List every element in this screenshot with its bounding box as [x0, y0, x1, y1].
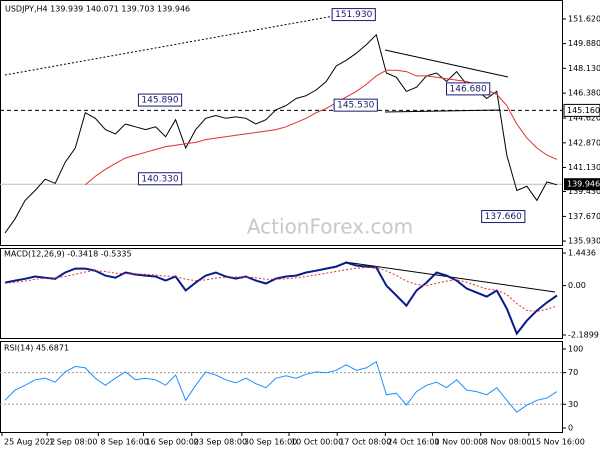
trend-line — [384, 109, 501, 113]
annotation-label: 140.330 — [141, 174, 178, 184]
x-tick-label: 10 Oct 00:00 — [291, 438, 343, 447]
annotation: 140.330 — [137, 172, 183, 186]
annotation: 137.660 — [481, 210, 526, 224]
series-line — [4, 267, 558, 313]
level-label: 145.160 — [567, 106, 600, 115]
macd-panel — [0, 248, 563, 339]
annotation-box — [137, 93, 183, 107]
level-box — [563, 103, 600, 117]
chart-title: USDJPY,H4 139.939 140.071 139.703 139.94… — [5, 5, 190, 14]
series-line — [4, 360, 558, 413]
y-tick-label: 0.00 — [568, 281, 586, 290]
y-tick-label: 30 — [568, 400, 578, 409]
y-tick-label: 148.130 — [568, 64, 600, 73]
annotation-box — [331, 8, 376, 22]
annotation: 145.530 — [333, 98, 378, 112]
y-tick-label: 139.430 — [568, 187, 600, 196]
x-tick-label: 30 Sep 16:00 — [244, 438, 297, 447]
series-line — [4, 261, 558, 336]
annotation: 151.930 — [331, 8, 376, 22]
y-tick-label: 146.380 — [568, 89, 600, 98]
current-price-box — [564, 178, 600, 191]
x-tick-label: 8 Nov 08:00 — [483, 438, 532, 447]
y-tick-label: -2.1899 — [568, 330, 599, 339]
x-tick-label: 8 Sep 16:00 — [100, 438, 148, 447]
trend-line — [4, 13, 346, 76]
series-line — [4, 33, 558, 234]
x-tick-label: 17 Oct 08:00 — [339, 438, 391, 447]
annotation-box — [137, 172, 183, 186]
watermark: ActionForex.com — [247, 215, 413, 239]
annotation-box — [333, 98, 378, 112]
x-tick-label: 25 Aug 2022 — [4, 438, 55, 447]
x-tick-label: 15 Nov 16:00 — [531, 438, 585, 447]
y-tick-label: 142.870 — [568, 138, 600, 147]
annotation-label: 145.530 — [337, 101, 374, 111]
x-tick-label: 16 Sep 00:00 — [146, 438, 199, 447]
trend-line — [384, 49, 509, 78]
x-tick-label: 1 Nov 00:00 — [435, 438, 484, 447]
y-tick-label: 149.880 — [568, 39, 600, 48]
annotation: 145.890 — [137, 93, 183, 107]
y-tick-label: 137.670 — [568, 212, 600, 221]
y-tick-label: 1.4436 — [568, 248, 596, 257]
macd-title: MACD(12,26,9) -0.3418 -0.5335 — [4, 250, 132, 259]
y-tick-label: 70 — [568, 368, 578, 377]
current-price-label: 139.946 — [567, 180, 600, 189]
y-tick-label: 141.130 — [568, 163, 600, 172]
y-tick-label: 135.930 — [568, 237, 600, 246]
x-tick-label: 1 Sep 08:00 — [49, 438, 97, 447]
y-tick-label: 151.620 — [568, 14, 600, 23]
x-tick-label: 23 Sep 08:00 — [194, 438, 247, 447]
rsi-title: RSI(14) 45.6871 — [4, 344, 69, 353]
x-tick-label: 24 Oct 16:00 — [387, 438, 439, 447]
annotation-box — [446, 82, 491, 96]
y-tick-label: 144.620 — [568, 114, 600, 123]
y-tick-label: 0 — [568, 423, 573, 432]
annotation-label: 137.660 — [485, 212, 522, 222]
annotation-label: 151.930 — [335, 10, 372, 20]
annotation-label: 146.680 — [450, 84, 487, 94]
y-tick-label: 100 — [568, 344, 583, 353]
rsi-panel — [0, 341, 563, 433]
price-panel — [0, 0, 563, 246]
annotation: 146.680 — [446, 82, 491, 96]
annotation-label: 145.890 — [141, 96, 178, 106]
annotation-box — [481, 210, 526, 224]
